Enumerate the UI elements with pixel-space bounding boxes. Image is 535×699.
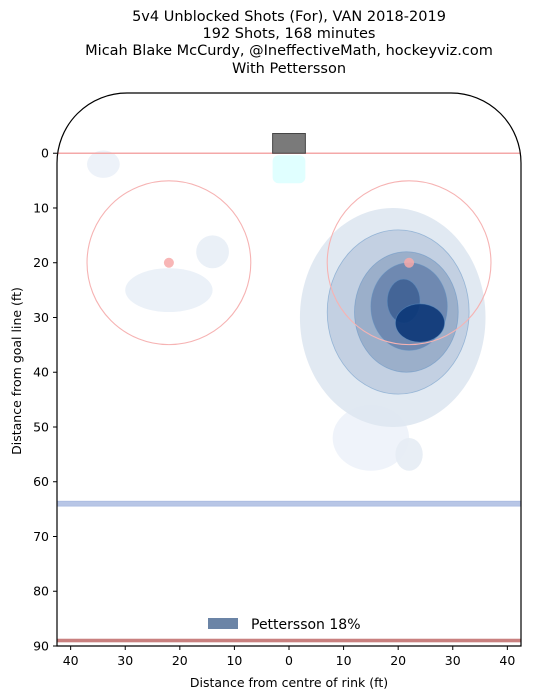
x-tick-label-10: 10: [336, 653, 352, 668]
y-tick-label-20: 20: [33, 255, 49, 270]
faceoff-dot-2: [404, 257, 415, 268]
legend-swatch: [208, 618, 238, 629]
blue-line: [56, 500, 522, 507]
faceoff-circle-1: [86, 180, 252, 346]
density-contour-5: [395, 437, 423, 471]
legend: Pettersson 18%: [208, 617, 361, 633]
title-line-1: 5v4 Unblocked Shots (For), VAN 2018-2019: [132, 9, 446, 25]
y-tick-label-50: 50: [33, 419, 49, 434]
centre-red-line: [57, 638, 521, 643]
density-contour-2: [87, 150, 120, 178]
goal-crease: [272, 155, 306, 184]
x-tick-label-20: 20: [390, 653, 406, 668]
y-tick-label-90: 90: [33, 639, 49, 654]
y-tick-label-10: 10: [33, 200, 49, 215]
x-tick-label--10: 10: [226, 653, 242, 668]
y-tick-label-30: 30: [33, 310, 49, 325]
goal-net: [272, 133, 306, 154]
y-axis-label: Distance from goal line (ft): [9, 287, 24, 455]
title-line-3: Micah Blake McCurdy, @IneffectiveMath, h…: [85, 43, 493, 59]
rink-markings: [56, 133, 522, 643]
x-tick-label-30: 30: [445, 653, 461, 668]
y-tick-label-40: 40: [33, 365, 49, 380]
x-tick-label-40: 40: [499, 653, 515, 668]
faceoff-dot-1: [163, 257, 174, 268]
faceoff-circle-2: [326, 180, 492, 346]
x-axis-ticks: 40 30 20 10 0 10 20 30 40: [63, 646, 515, 668]
x-tick-label--30: 30: [117, 653, 133, 668]
y-axis-ticks: 0 10 20 30 40 50 60 70 80 90: [33, 146, 57, 654]
title-line-2: 192 Shots, 168 minutes: [203, 26, 376, 42]
x-tick-label--20: 20: [172, 653, 188, 668]
y-tick-label-0: 0: [41, 146, 49, 161]
rink-boards-outline: [56, 92, 522, 647]
plot-area: 40 30 20 10 0 10 20 30 40 0 10 20 30 40 50 60 70 80 90: [33, 92, 522, 668]
y-tick-label-70: 70: [33, 529, 49, 544]
legend-label: Pettersson 18%: [251, 617, 361, 633]
y-tick-label-80: 80: [33, 584, 49, 599]
density-contour-3: [125, 268, 213, 313]
y-tick-label-60: 60: [33, 474, 49, 489]
density-layer: [87, 150, 486, 471]
x-tick-label--40: 40: [63, 653, 79, 668]
chart-title: 5v4 Unblocked Shots (For), VAN 2018-2019…: [85, 9, 493, 77]
density-contour-4: [196, 235, 229, 269]
title-line-4: With Pettersson: [232, 61, 346, 77]
density-contour-11: [395, 303, 445, 343]
x-tick-label-0: 0: [285, 653, 293, 668]
x-axis-label: Distance from centre of rink (ft): [190, 675, 388, 690]
